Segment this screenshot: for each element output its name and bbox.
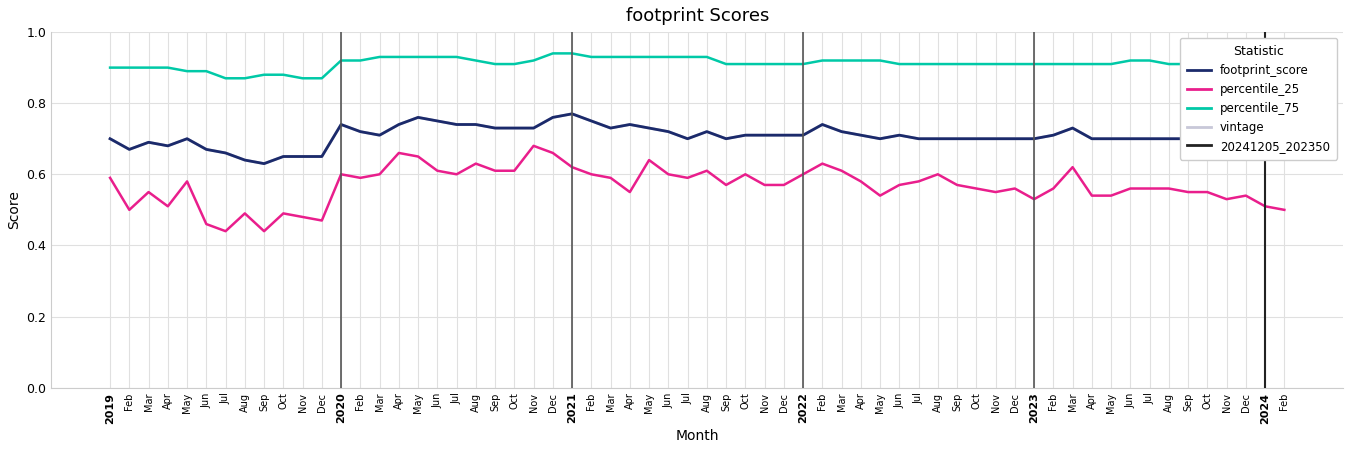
Title: footprint Scores: footprint Scores: [625, 7, 770, 25]
Y-axis label: Score: Score: [7, 190, 22, 230]
Legend: footprint_score, percentile_25, percentile_75, vintage, 20241205_202350: footprint_score, percentile_25, percenti…: [1180, 38, 1336, 160]
X-axis label: Month: Month: [675, 429, 720, 443]
